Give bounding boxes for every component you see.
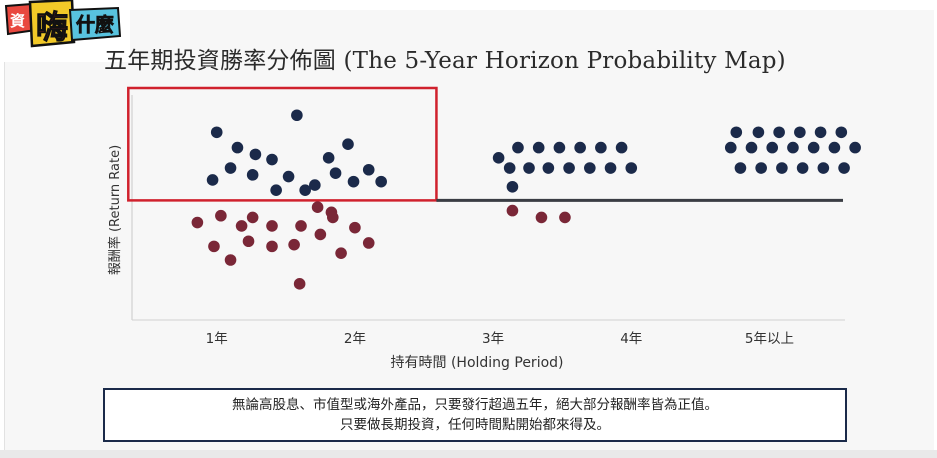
positive-return-point [734,162,747,174]
positive-return-point [828,141,841,154]
negative-return-point [208,240,220,253]
y-axis-label: 報酬率 (Return Rate) [107,145,123,275]
negative-return-point [314,228,327,241]
negative-return-point [362,237,375,249]
logo-text-right: 什麼 [76,13,114,36]
negative-return-point [335,247,347,259]
positive-return-point [266,153,278,166]
positive-return-point [625,162,638,174]
positive-return-point [347,175,360,188]
positive-return-point [342,138,354,150]
positive-return-point [604,162,617,174]
negative-return-point [288,238,300,251]
x-tick-label: 3年 [482,331,504,347]
positive-return-point [755,162,767,174]
positive-return-point [724,141,737,154]
x-tick-label: 1年 [206,331,228,347]
positive-return-point [838,162,850,174]
positive-return-point [329,167,342,179]
positive-return-point [362,163,375,176]
positive-return-point [849,141,861,154]
positive-return-point [299,184,311,196]
positive-return-point [776,162,788,174]
positive-return-point [584,162,596,174]
positive-return-point [532,141,545,154]
positive-return-point [553,141,566,154]
positive-return-point [322,152,335,164]
positive-return-point [766,141,779,154]
positive-return-point [291,109,303,122]
x-tick-label: 5年以上 [745,331,794,347]
summary-line-2: 只要做長期投資，任何時間點開始都來得及。 [340,417,610,433]
positive-return-point [282,170,295,183]
positive-return-point [270,184,282,196]
negative-return-point [224,254,237,266]
x-tick-label: 2年 [344,331,366,347]
x-axis-label: 持有時間 (Holding Period) [391,355,564,371]
positive-return-point [814,126,827,139]
negative-return-point [246,211,259,224]
positive-return-point [224,162,237,174]
chart-axes [131,95,845,321]
positive-return-point [835,126,848,139]
positive-return-point [752,126,765,139]
positive-return-point [794,126,806,139]
positive-return-point [206,174,219,186]
negative-return-point [349,221,361,234]
positive-return-point [574,141,586,154]
x-tick-labels: 1年 2年 3年 4年 5年以上 [206,331,794,347]
logo-text-main: 嗨 [36,8,68,46]
negative-return-point [311,201,324,214]
positive-return-point [210,126,223,139]
positive-return-point [787,141,799,154]
positive-return-point [246,169,259,181]
negative-return-point [266,220,278,232]
negative-return-point [506,204,519,217]
negative-return-point [295,220,307,232]
positive-return-point [563,162,575,174]
highlight-box [127,86,438,202]
positive-return-point [506,180,519,193]
negative-return-point [559,211,571,224]
positive-return-point [523,162,535,174]
channel-logo: 資 嗨 什麼 [0,0,130,62]
positive-return-point [512,141,524,154]
positive-return-point [503,162,516,174]
negative-return-point [215,209,227,222]
positive-return-point [745,141,758,154]
positive-return-point [492,152,505,164]
slide-background [4,10,934,450]
logo-text-left: 資 [10,12,25,30]
negative-return-point [191,216,204,229]
positive-return-point [796,162,809,174]
positive-return-point [309,179,321,191]
positive-return-point [615,141,628,154]
positive-return-point [773,126,785,139]
page-title: 五年期投資勝率分佈圖 (The 5-Year Horizon Probabili… [104,48,786,74]
negative-return-point [266,240,278,253]
summary-note: 無論高股息、市值型或海外產品，只要發行超過五年，絕大部分報酬率皆為正值。 只要做… [103,388,847,442]
positive-return-point [807,141,820,154]
negative-return-point [293,278,306,290]
summary-line-1: 無論高股息、市值型或海外產品，只要發行超過五年，絕大部分報酬率皆為正值。 [232,397,718,413]
x-tick-label: 4年 [620,331,642,347]
positive-return-point [595,141,607,154]
bottom-strip [0,450,937,458]
positive-return-point [231,141,244,154]
negative-return-point [235,220,248,232]
negative-return-point [327,211,339,224]
positive-return-point [542,162,555,174]
data-points [191,109,861,290]
negative-return-point [535,211,548,224]
positive-return-point [249,148,262,161]
positive-return-point [817,162,830,174]
negative-return-point [242,235,255,248]
positive-return-point [375,175,387,188]
positive-return-point [730,126,743,139]
